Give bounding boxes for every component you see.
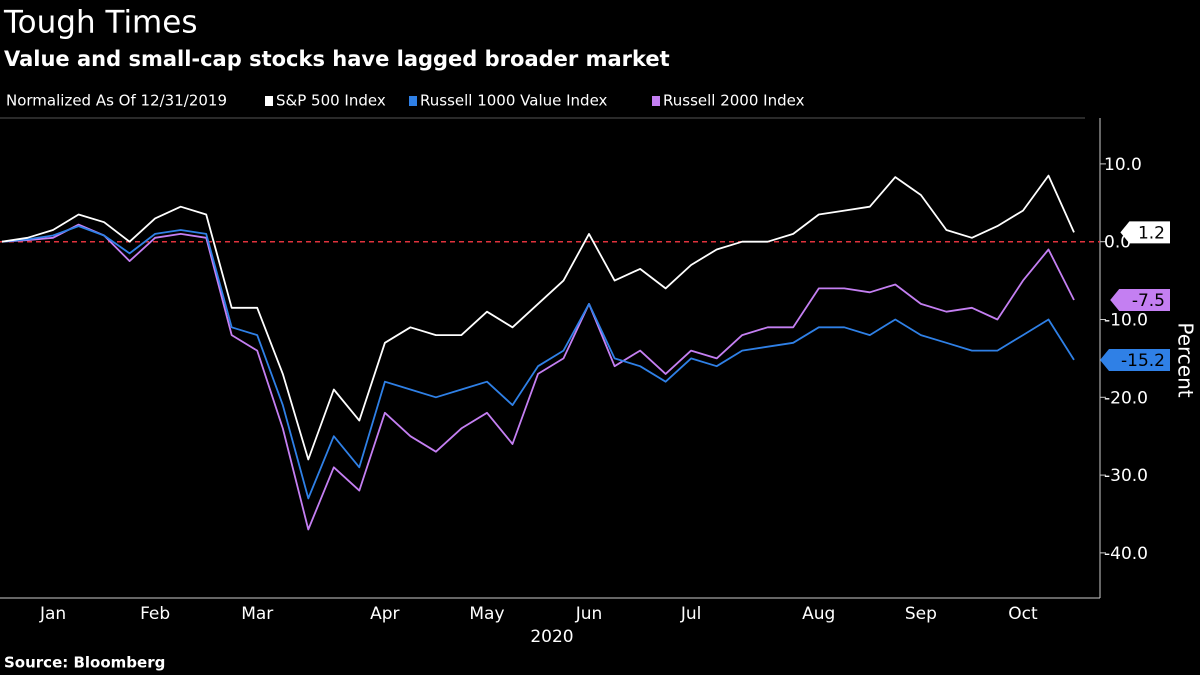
legend-swatch [265,96,273,106]
x-tick-label: Jan [39,604,66,624]
chart-subtitle: Value and small-cap stocks have lagged b… [4,47,670,71]
legend: Normalized As Of 12/31/2019 S&P 500 Inde… [6,92,805,110]
series-line [1,223,1075,531]
x-tick-label: Feb [140,604,170,624]
end-label-box [1110,289,1170,312]
y-tick-label: -10.0 [1104,310,1148,330]
series-line [1,225,1075,500]
x-tick-label: Oct [1008,604,1038,624]
legend-swatch [652,96,660,106]
y-tick-label: 10.0 [1104,155,1142,175]
x-axis-label: 2020 [530,627,573,647]
end-label: -15.2 [1121,351,1165,371]
y-tick-label: 0.0 [1104,233,1131,253]
source: Source: Bloomberg [4,654,165,672]
y-tick-label: -30.0 [1104,466,1148,486]
y-tick-label: -20.0 [1104,388,1148,408]
y-tick-label: -40.0 [1104,544,1148,564]
end-label: 1.2 [1138,223,1165,243]
x-tick-label: May [469,604,504,624]
end-label: -7.5 [1132,291,1165,311]
y-axis-label: Percent [1174,322,1198,397]
x-tick-label: Jun [575,604,603,624]
x-tick-label: Apr [370,604,399,624]
x-tick-label: Jul [680,604,702,624]
x-tick-label: Sep [905,604,937,624]
legend-label: Russell 1000 Value Index [420,92,608,110]
legend-label: S&P 500 Index [276,92,386,110]
end-label-box [1120,221,1170,244]
legend-title: Normalized As Of 12/31/2019 [6,92,227,110]
x-tick-label: Mar [241,604,273,624]
legend-swatch [409,96,417,106]
end-label-box [1100,348,1170,371]
chart-title: Tough Times [3,5,197,41]
legend-label: Russell 2000 Index [663,92,805,110]
x-tick-label: Aug [802,604,835,624]
series-line [1,174,1075,461]
